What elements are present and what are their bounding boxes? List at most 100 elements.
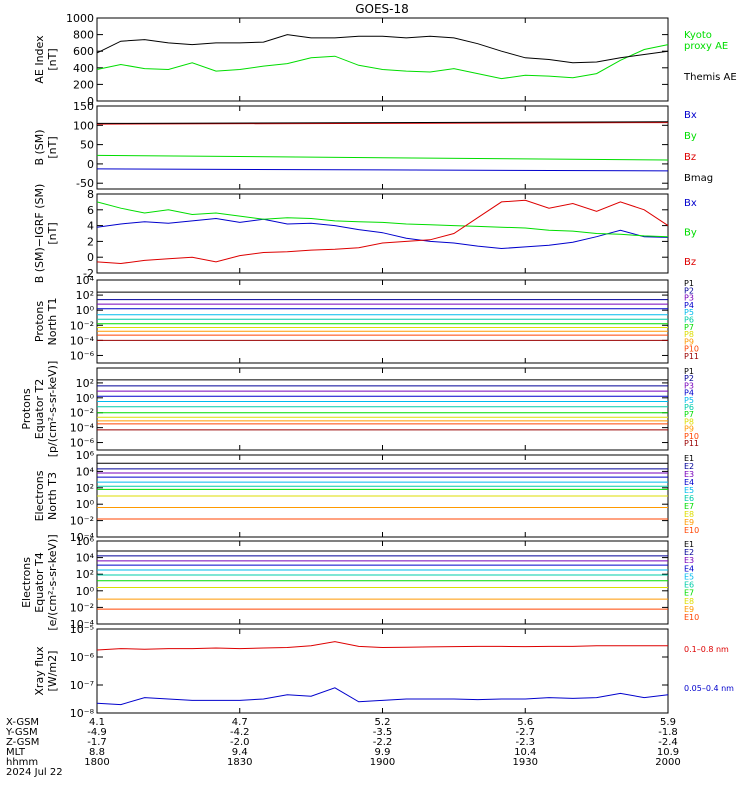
- y-tick-label: 10²: [76, 289, 94, 302]
- legend-label: E3: [684, 556, 694, 565]
- legend-label: E6: [684, 581, 694, 590]
- x-axis-cell: -2.3: [515, 737, 535, 748]
- series-line-Kyoto-proxy-AE: [96, 44, 669, 80]
- legend-label-line: 0.05–0.4 nm: [684, 684, 734, 693]
- y-axis-label-line: B (SM)−IGRF (SM): [33, 184, 46, 284]
- legend-label-line: P4: [684, 301, 694, 310]
- x-axis-cell: -3.5: [373, 727, 393, 738]
- legend-label-line: E4: [684, 478, 694, 487]
- legend-label-line: P2: [684, 286, 694, 295]
- series-line-By: [96, 154, 669, 161]
- y-tick-label: 10⁻⁴: [70, 334, 95, 347]
- y-tick-label: 10⁰: [76, 498, 95, 511]
- x-axis-row-label: MLT: [6, 747, 26, 758]
- y-axis-label: ProtonsEquator T2[p/(cm²-s-sr-keV)]: [20, 361, 59, 458]
- legend-label-line: P3: [684, 381, 694, 390]
- legend-label-line: P7: [684, 410, 694, 419]
- y-tick-label: 10⁻⁵: [70, 623, 94, 636]
- legend-label: Bz: [684, 257, 696, 268]
- legend-label-line: E5: [684, 572, 694, 581]
- y-tick-label: 10⁻⁶: [70, 437, 95, 450]
- legend-label-line: Themis AE: [683, 72, 737, 83]
- legend-label-line: Bmag: [684, 173, 713, 184]
- y-axis-label: ElectronsNorth T3: [33, 470, 59, 521]
- y-axis-label-line: North T3: [46, 472, 59, 520]
- y-tick-label: 10²: [76, 568, 94, 581]
- y-axis-label-line: [p/(cm²-s-sr-keV)]: [46, 361, 59, 458]
- series-line-Bmag: [96, 121, 669, 124]
- legend-label: P11: [684, 352, 699, 361]
- x-axis-cell: -2.7: [515, 727, 535, 738]
- y-tick-label: 10⁻⁴: [70, 531, 95, 544]
- legend-label-line: E10: [684, 613, 699, 622]
- legend-label-line: E9: [684, 518, 694, 527]
- y-axis-label-line: AE Index: [33, 35, 46, 84]
- x-axis-cell: 9.4: [232, 747, 248, 758]
- panel-protons-t1: 10⁻⁶ 10⁻⁴ 10⁻² 10⁰ 10² 10⁴ ProtonsNorth T1 P1P2…: [33, 274, 699, 364]
- legend-label: Bz: [684, 152, 696, 163]
- y-tick-label: 6: [87, 204, 94, 217]
- legend-label-line: Bx: [684, 110, 697, 121]
- y-axis-label-line: [W/m2]: [46, 651, 59, 692]
- y-axis-label-line: B (SM): [33, 129, 46, 165]
- y-tick-label: 8: [87, 188, 94, 201]
- legend-label-line: E3: [684, 556, 694, 565]
- y-tick-label: 10⁻²: [70, 515, 94, 528]
- y-tick-label: 10⁻⁶: [70, 349, 95, 362]
- legend-label: P2: [684, 286, 694, 295]
- y-axis-label-line: North T1: [46, 298, 59, 346]
- legend-label-line: E7: [684, 589, 694, 598]
- legend-label-line: E1: [684, 540, 694, 549]
- y-axis-label-line: Protons: [33, 301, 46, 342]
- legend-label: P6: [684, 403, 694, 412]
- series-line-0.1–0.8-nm: [96, 641, 668, 651]
- series-line-Bx: [96, 168, 669, 172]
- y-tick-label: 10²: [76, 482, 94, 495]
- legend-label-line: E1: [684, 454, 694, 463]
- y-tick-label: 200: [73, 78, 94, 91]
- x-axis-cell: 1800: [84, 757, 109, 768]
- y-tick-label: 10⁴: [76, 274, 95, 287]
- legend-label-line: proxy AE: [684, 41, 728, 52]
- x-axis-cell: -1.8: [658, 727, 678, 738]
- legend-label-line: E10: [684, 526, 699, 535]
- legend-label-line: P2: [684, 374, 694, 383]
- panel-ae: 0 200 400 600 800 1000 AE Index[nT] Kyoto proxy …: [33, 12, 737, 108]
- y-axis-label-line: [e/(cm²-s-sr-keV)]: [46, 534, 59, 630]
- legend-label: Kyoto proxy AE: [684, 30, 728, 52]
- y-tick-label: 150: [73, 100, 94, 113]
- legend-label: E5: [684, 572, 694, 581]
- panel-protons-t2: 10⁻⁶ 10⁻⁴ 10⁻² 10⁰ 10² ProtonsEquator T2[p/(c…: [20, 361, 699, 458]
- x-axis-cell: -2.2: [373, 737, 393, 748]
- legend-label-line: E3: [684, 470, 694, 479]
- series-line-Bx: [96, 217, 669, 250]
- legend-label-line: E6: [684, 494, 694, 503]
- legend-label: E9: [684, 605, 694, 614]
- legend-label-line: P3: [684, 294, 694, 303]
- legend-label: Bx: [684, 110, 697, 121]
- x-axis-cell: 1930: [513, 757, 538, 768]
- legend-label: 0.05–0.4 nm: [684, 684, 734, 693]
- legend-label: E4: [684, 478, 694, 487]
- y-axis-label-line: Equator T2: [33, 379, 46, 439]
- y-tick-label: 10⁻⁸: [70, 707, 95, 720]
- y-tick-label: 2: [87, 235, 94, 248]
- y-axis-label: AE Index[nT]: [33, 35, 59, 84]
- x-axis-cell: -2.4: [658, 737, 678, 748]
- legend-label: E1: [684, 454, 694, 463]
- y-tick-label: -50: [76, 177, 94, 190]
- x-axis-row-label: Z-GSM: [6, 737, 39, 748]
- series-line-By: [96, 201, 669, 238]
- x-axis-cell: 8.8: [89, 747, 105, 758]
- y-axis-label-line: [nT]: [46, 48, 59, 70]
- y-tick-label: 10⁻⁶: [70, 651, 95, 664]
- legend-label: P8: [684, 330, 694, 339]
- legend-label-line: E9: [684, 605, 694, 614]
- legend-label: P3: [684, 381, 694, 390]
- legend-label-line: E4: [684, 564, 694, 573]
- x-axis-cell: 4.1: [89, 717, 105, 728]
- y-axis-label: ElectronsEquator T4[e/(cm²-s-sr-keV)]: [20, 534, 59, 630]
- legend-label: By: [684, 228, 697, 239]
- legend-label: E7: [684, 589, 694, 598]
